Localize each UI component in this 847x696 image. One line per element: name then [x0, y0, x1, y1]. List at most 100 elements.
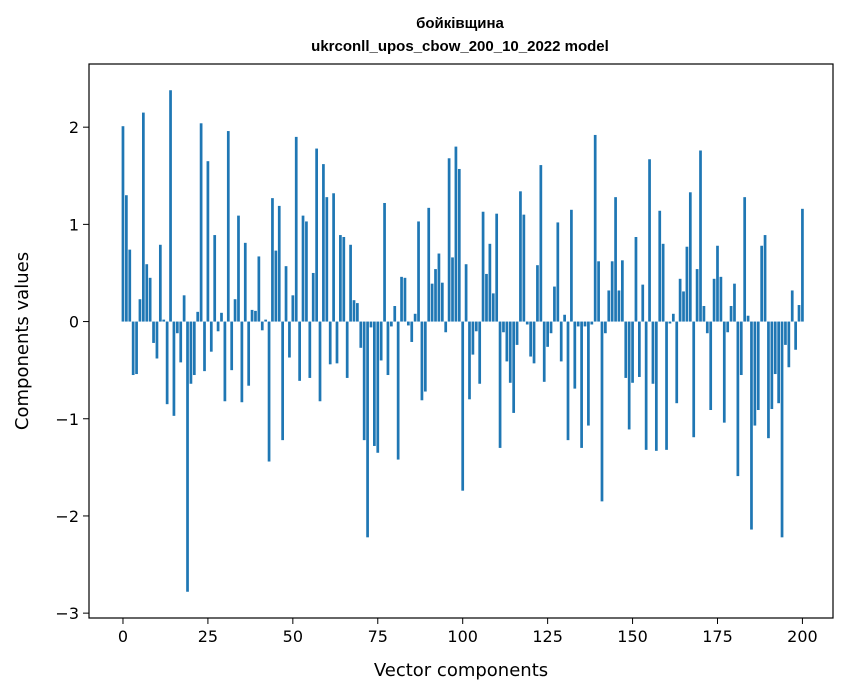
bar-115	[512, 321, 516, 413]
bar-177	[722, 321, 726, 423]
bar-171	[702, 306, 706, 322]
bar-29	[220, 312, 223, 322]
bar-181	[736, 321, 740, 477]
bar-53	[301, 215, 305, 322]
bar-159	[661, 243, 665, 322]
x-tick-label: 100	[447, 627, 478, 646]
bar-154	[644, 321, 648, 450]
chart-title-line-2: ukrconll_upos_cbow_200_10_2022 model	[311, 38, 609, 55]
bar-51	[294, 136, 298, 322]
bar-61	[328, 321, 332, 365]
bar-118	[522, 214, 526, 322]
bar-12	[162, 319, 166, 322]
bar-41	[260, 321, 264, 331]
bar-187	[756, 321, 760, 411]
bar-148	[624, 321, 628, 378]
bar-137	[587, 321, 590, 426]
bar-21	[192, 321, 196, 376]
bar-15	[172, 321, 176, 416]
bar-60	[325, 197, 329, 322]
bar-79	[390, 321, 393, 327]
bar-35	[240, 321, 244, 403]
bar-129	[559, 321, 563, 362]
bar-165	[682, 291, 685, 322]
x-tick-label: 200	[787, 627, 818, 646]
bar-114	[508, 321, 512, 383]
bar-75	[376, 321, 380, 453]
bar-1	[125, 195, 128, 322]
bar-112	[502, 321, 505, 333]
bar-152	[638, 321, 641, 377]
bar-38	[250, 309, 254, 322]
bar-150	[631, 321, 634, 383]
bar-134	[576, 321, 580, 327]
bar-157	[654, 321, 658, 451]
bar-31	[226, 131, 230, 322]
bar-46	[277, 205, 281, 322]
bar-139	[593, 134, 597, 322]
bar-85	[410, 321, 414, 342]
bar-194	[780, 321, 784, 538]
bar-136	[583, 321, 587, 327]
bar-199	[797, 305, 801, 322]
bar-93	[437, 253, 441, 322]
bar-147	[621, 260, 624, 322]
bar-128	[556, 222, 560, 322]
bar-178	[726, 321, 730, 333]
bar-9	[152, 321, 155, 343]
bar-71	[362, 321, 366, 441]
bar-88	[420, 321, 424, 401]
bar-155	[648, 159, 651, 322]
bar-104	[474, 321, 478, 332]
bar-195	[784, 321, 787, 345]
bar-120	[529, 321, 532, 357]
y-tick-label: −2	[55, 507, 79, 526]
y-tick-label: 2	[69, 118, 79, 137]
bar-24	[203, 321, 206, 372]
bar-119	[525, 321, 529, 325]
bar-68	[352, 300, 356, 322]
bar-176	[719, 276, 723, 322]
bar-100	[461, 321, 465, 491]
bar-140	[597, 261, 600, 322]
bar-158	[658, 210, 662, 322]
bar-86	[413, 313, 417, 322]
bar-160	[665, 321, 668, 450]
bar-97	[451, 257, 454, 322]
bar-109	[491, 293, 495, 322]
bar-153	[641, 284, 645, 322]
bar-77	[383, 202, 386, 322]
bar-183	[743, 197, 747, 322]
bar-22	[196, 311, 200, 322]
bar-47	[281, 321, 284, 441]
bar-185	[750, 321, 753, 530]
bar-135	[580, 321, 583, 448]
bar-110	[495, 213, 499, 322]
bar-111	[498, 321, 502, 448]
bar-43	[267, 321, 271, 462]
bar-142	[604, 321, 607, 334]
bar-113	[505, 321, 509, 362]
bar-166	[685, 246, 689, 322]
bar-130	[563, 314, 566, 322]
bar-59	[322, 164, 325, 322]
bar-0	[121, 126, 125, 322]
bar-66	[345, 321, 349, 378]
bar-76	[379, 321, 383, 361]
bar-4	[135, 321, 138, 375]
bar-186	[753, 321, 757, 426]
x-tick-label: 0	[118, 627, 128, 646]
bar-161	[668, 321, 672, 324]
y-tick-label: 1	[69, 215, 79, 234]
bar-16	[175, 321, 179, 334]
bar-62	[332, 193, 335, 322]
bar-92	[434, 269, 437, 322]
bar-82	[400, 276, 403, 322]
bar-175	[716, 245, 719, 322]
bar-32	[230, 321, 234, 371]
bar-33	[233, 299, 237, 322]
bar-182	[739, 321, 743, 376]
bar-20	[189, 321, 193, 384]
bar-124	[542, 321, 546, 382]
